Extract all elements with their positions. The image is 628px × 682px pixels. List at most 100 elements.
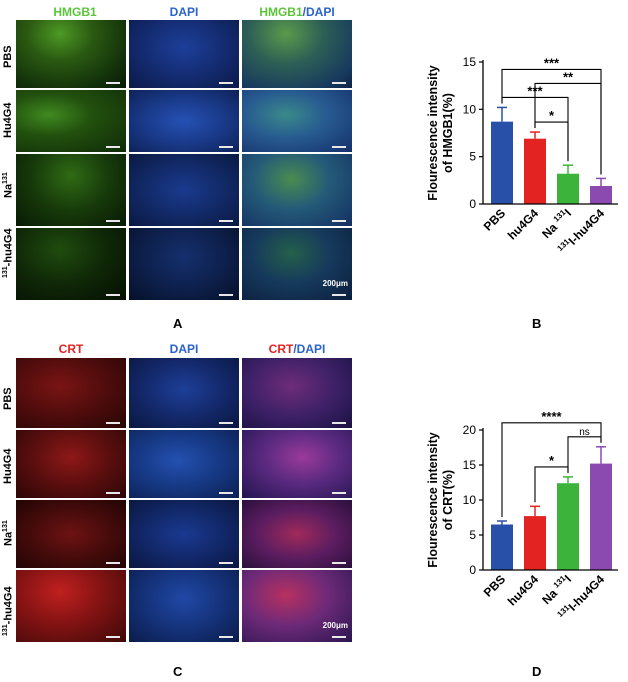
bar-chart-hmgb1: 0 5 10 15 Flourescence intensity of HMGB1(%) P… xyxy=(426,55,618,253)
panel-c-col-title-1: CRT xyxy=(16,342,126,356)
row-label-text: PBS xyxy=(2,387,14,410)
x-category-text: I-hu4G4 xyxy=(566,206,608,248)
scale-bar xyxy=(106,492,120,494)
micrograph-a-pbs-dapi xyxy=(129,20,239,88)
panel-a-col-title-1: HMGB1 xyxy=(0,5,150,19)
bar-1 xyxy=(524,516,546,570)
y-axis-label: Flourescence intensity xyxy=(426,65,440,201)
bar-0 xyxy=(491,121,513,204)
scale-bar xyxy=(106,146,120,148)
micrograph-a-hu4g4-hmgb1 xyxy=(16,90,126,152)
x-category-label: hu4G4 xyxy=(505,572,542,609)
panel-c-col-title-3: CRT/DAPI xyxy=(242,342,352,356)
significance-label: **** xyxy=(541,409,562,424)
significance-label: ** xyxy=(563,69,574,84)
bar-1 xyxy=(524,138,546,204)
micrograph-a-na131i-merge xyxy=(242,154,352,226)
scale-bar xyxy=(106,294,120,296)
col-title-part: DAPI xyxy=(169,342,199,356)
x-category-text: I-hu4G4 xyxy=(566,572,608,614)
row-label-text: Hu4G4 xyxy=(2,102,14,138)
significance-label: * xyxy=(549,108,555,123)
micrograph-c-na131i-merge xyxy=(242,500,352,568)
x-category-label: hu4G4 xyxy=(505,206,542,243)
micrograph-a-131ihu4g4-dapi xyxy=(129,228,239,300)
panel-c-row-label-3: Na131 xyxy=(2,520,15,546)
scale-bar xyxy=(332,146,346,148)
micrograph-c-131ihu4g4-dapi xyxy=(129,570,239,642)
bar-0 xyxy=(491,524,513,570)
significance-label: ns xyxy=(579,427,590,438)
scale-label: 200μm xyxy=(322,279,348,288)
micrograph-a-na131i-hmgb1 xyxy=(16,154,126,226)
panel-a-row-label-2: Hu4G4 xyxy=(2,103,14,138)
row-label-superscript: 131 xyxy=(2,172,9,184)
micrograph-c-pbs-crt xyxy=(16,358,126,428)
x-category-text: PBS xyxy=(481,206,508,233)
y-tick-label: 15 xyxy=(463,458,477,472)
micrograph-a-131ihu4g4-merge: 200μm xyxy=(242,228,352,300)
y-tick-label: 10 xyxy=(463,102,477,116)
col-title-part: CRT xyxy=(58,342,84,356)
scale-bar xyxy=(106,82,120,84)
micrograph-c-na131i-dapi xyxy=(129,500,239,568)
y-tick-label: 5 xyxy=(469,528,476,542)
y-axis-label: of CRT(%) xyxy=(441,470,455,530)
scale-bar xyxy=(219,636,233,638)
scale-bar xyxy=(332,636,346,638)
x-category-label: PBS xyxy=(481,206,508,233)
y-tick-label: 15 xyxy=(463,55,477,69)
col-title-part: CRT xyxy=(268,342,294,356)
bar-2 xyxy=(557,173,579,204)
micrograph-a-hu4g4-merge xyxy=(242,90,352,152)
bar-3 xyxy=(590,463,612,570)
micrograph-c-hu4g4-crt xyxy=(16,430,126,498)
panel-a-col-title-3: HMGB1/DAPI xyxy=(242,5,352,19)
micrograph-c-na131i-crt xyxy=(16,500,126,568)
panel-c-col-title-2: DAPI xyxy=(129,342,239,356)
scale-bar xyxy=(332,422,346,424)
panel-a-row-label-3: Na131 xyxy=(2,172,15,198)
panel-a-row-label-4: 131-hu4G4 xyxy=(2,228,15,278)
row-label-text: Hu4G4 xyxy=(2,448,14,484)
panel-b-chart: 0 5 10 15 Flourescence intensity of HMGB1(%) P… xyxy=(395,30,628,330)
micrograph-a-pbs-merge xyxy=(242,20,352,88)
micrograph-a-hu4g4-dapi xyxy=(129,90,239,152)
micrograph-c-pbs-merge xyxy=(242,358,352,428)
scale-bar xyxy=(219,492,233,494)
x-category-label: PBS xyxy=(481,572,508,599)
panel-c-row-label-4: 131-hu4G4 xyxy=(2,586,15,636)
scale-bar xyxy=(219,82,233,84)
scale-bar xyxy=(219,146,233,148)
row-label-text: PBS xyxy=(2,45,14,68)
micrograph-a-131ihu4g4-hmgb1 xyxy=(16,228,126,300)
row-label-superscript: 131 xyxy=(2,266,9,278)
y-axis-label: Flourescence intensity xyxy=(426,432,440,568)
scale-label: 200μm xyxy=(322,621,348,630)
scale-bar xyxy=(219,220,233,222)
panel-letter-b: B xyxy=(532,316,542,331)
y-tick-label: 10 xyxy=(463,493,477,507)
scale-bar xyxy=(106,220,120,222)
scale-bar xyxy=(106,422,120,424)
y-tick-label: 0 xyxy=(469,197,476,211)
scale-bar xyxy=(332,220,346,222)
significance-bracket xyxy=(501,68,602,175)
micrograph-c-hu4g4-dapi xyxy=(129,430,239,498)
panel-c-row-label-2: Hu4G4 xyxy=(2,449,14,484)
col-title-part: HMGB1 xyxy=(53,5,97,19)
micrograph-c-pbs-dapi xyxy=(129,358,239,428)
panel-a-row-label-1: PBS xyxy=(2,45,14,68)
y-tick-label: 5 xyxy=(469,150,476,164)
y-tick-label: 20 xyxy=(463,423,477,437)
row-label-superscript: 131 xyxy=(2,520,9,532)
significance-label: * xyxy=(549,453,555,468)
y-axis-label: of HMGB1(%) xyxy=(441,93,455,173)
micrograph-c-131ihu4g4-merge: 200μm xyxy=(242,570,352,642)
scale-bar xyxy=(332,82,346,84)
micrograph-a-pbs-hmgb1 xyxy=(16,20,126,88)
scale-bar xyxy=(332,562,346,564)
bar-chart-crt: 0 5 10 15 20 Flourescence intensity of CRT(%) P… xyxy=(426,409,618,619)
x-category-text: PBS xyxy=(481,572,508,599)
col-title-part: /DAPI xyxy=(302,5,335,19)
